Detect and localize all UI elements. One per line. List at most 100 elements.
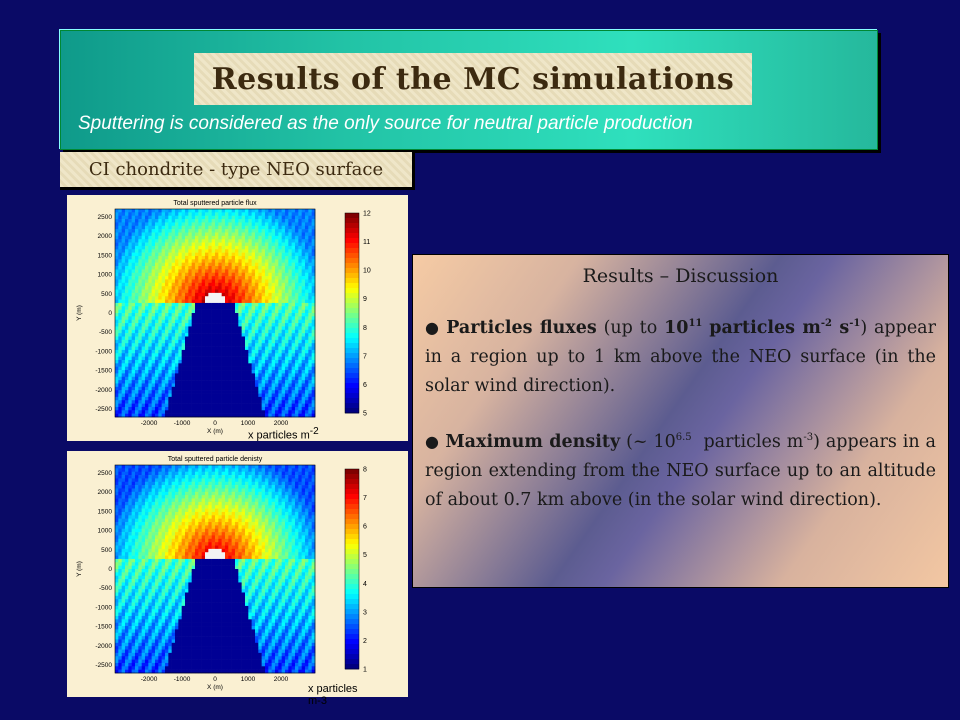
heatmap-cell: [168, 212, 172, 216]
heatmap-cell: [188, 380, 192, 384]
heatmap-cell: [198, 229, 202, 233]
heatmap-cell: [295, 259, 299, 263]
heatmap-cell: [121, 548, 126, 553]
heatmap-cell: [148, 475, 152, 479]
heatmap-cell: [195, 383, 199, 388]
heatmap-cell: [125, 302, 129, 307]
heatmap-cell: [151, 488, 156, 493]
heatmap-cell: [221, 359, 226, 364]
heatmap-cell: [125, 642, 129, 647]
heatmap-cell: [151, 219, 156, 223]
heatmap-cell: [148, 558, 152, 563]
heatmap-cell: [185, 299, 189, 304]
heatmap-cell: [275, 319, 279, 324]
heatmap-cell: [208, 272, 212, 277]
heatmap-cell: [208, 215, 212, 220]
heatmap-cell: [265, 313, 269, 317]
heatmap-cell: [165, 235, 169, 240]
heatmap-cell: [221, 232, 226, 237]
heatmap-cell: [295, 296, 299, 300]
colorbar-frame: [344, 212, 360, 414]
heatmap-cell: [125, 475, 129, 479]
heatmap-cell: [141, 212, 146, 216]
heatmap-cell: [155, 413, 159, 418]
heatmap-cell: [281, 393, 286, 398]
heatmap-cell: [135, 373, 139, 378]
heatmap-cell: [288, 366, 292, 371]
heatmap-cell: [251, 326, 256, 331]
heatmap-cell: [115, 605, 119, 610]
heatmap-cell: [288, 279, 292, 284]
heatmap-cell: [198, 215, 202, 220]
heatmap-cell: [165, 266, 169, 270]
heatmap-cell: [181, 219, 186, 223]
heatmap-cell: [258, 386, 262, 391]
heatmap-cell: [161, 599, 166, 603]
heatmap-cell: [265, 383, 269, 388]
heatmap-cell: [198, 302, 202, 307]
heatmap-cell: [205, 380, 209, 384]
heatmap-cell: [155, 562, 159, 566]
heatmap-cell: [151, 302, 156, 307]
heatmap-cell: [158, 215, 162, 220]
heatmap-cell: [128, 406, 132, 411]
heatmap-cell: [228, 306, 232, 310]
heatmap-cell: [158, 272, 162, 277]
heatmap-cell: [301, 245, 306, 250]
heatmap-cell: [301, 390, 306, 394]
heatmap-cell: [155, 642, 159, 647]
heatmap-cell: [231, 272, 236, 277]
heatmap-cell: [298, 225, 302, 230]
heatmap-cell: [168, 346, 172, 351]
heatmap-cell: [135, 518, 139, 523]
heatmap-cell: [115, 282, 119, 287]
heatmap-cell: [158, 209, 162, 213]
heatmap-cell: [128, 605, 132, 610]
heatmap-cell: [235, 245, 239, 250]
heatmap-cell: [298, 235, 302, 240]
heatmap-cell: [138, 390, 142, 394]
heatmap-cell: [171, 501, 176, 506]
heatmap-cell: [175, 215, 179, 220]
heatmap-cell: [258, 319, 262, 324]
heatmap-cell: [311, 235, 316, 240]
heatmap-cell: [208, 336, 212, 341]
heatmap-cell: [245, 309, 249, 314]
heatmap-cell: [261, 245, 266, 250]
heatmap-cell: [131, 313, 136, 317]
heatmap-cell: [291, 276, 296, 280]
heatmap-cell: [121, 393, 126, 398]
heatmap-cell: [181, 393, 186, 398]
heatmap-cell: [115, 565, 119, 570]
heatmap-cell: [218, 376, 222, 381]
heatmap-cell: [251, 219, 256, 223]
heatmap-cell: [181, 346, 186, 351]
heatmap-cell: [145, 222, 149, 227]
heatmap-cell: [125, 478, 129, 483]
heatmap-cell: [148, 585, 152, 590]
heatmap-cell: [221, 373, 226, 378]
heatmap-cell: [168, 666, 172, 670]
heatmap-cell: [231, 222, 236, 227]
heatmap-cell: [195, 353, 199, 357]
heatmap-cell: [161, 316, 166, 320]
heatmap-cell: [175, 525, 179, 530]
heatmap-cell: [135, 565, 139, 570]
heatmap-cell: [138, 485, 142, 489]
heatmap-cell: [251, 266, 256, 270]
heatmap-cell: [125, 579, 129, 583]
heatmap-cell: [248, 235, 252, 240]
heatmap-cell: [215, 266, 219, 270]
heatmap-cell: [115, 649, 119, 654]
heatmap-cell: [271, 292, 276, 297]
heatmap-cell: [191, 292, 196, 297]
heatmap-cell: [131, 468, 136, 472]
heatmap-cell: [155, 535, 159, 540]
heatmap-cell: [118, 605, 122, 610]
heatmap-cell: [175, 306, 179, 310]
heatmap-cell: [118, 309, 122, 314]
heatmap-cell: [175, 376, 179, 381]
heatmap-cell: [171, 386, 176, 391]
heatmap-cell: [251, 406, 256, 411]
heatmap-cell: [135, 262, 139, 267]
